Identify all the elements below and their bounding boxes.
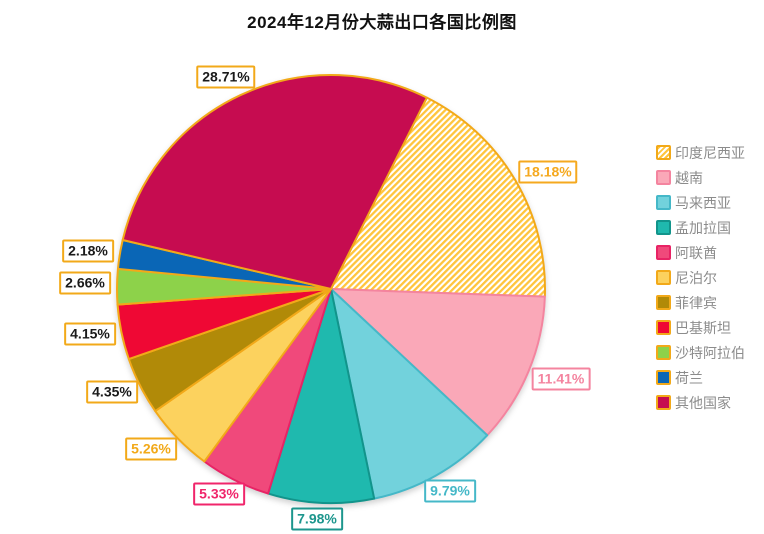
legend-swatch-indonesia xyxy=(656,145,671,160)
legend-swatch-other xyxy=(656,395,671,410)
pie-slice-bangladesh[interactable] xyxy=(267,288,376,504)
pie-label-philippines: 4.35% xyxy=(86,380,138,404)
legend-label-other: 其他国家 xyxy=(675,394,731,411)
legend-label-bangladesh: 孟加拉国 xyxy=(675,219,731,236)
legend-item-philippines[interactable]: 菲律宾 xyxy=(656,290,745,315)
pie-label-uae: 5.33% xyxy=(193,482,245,506)
legend-swatch-nepal xyxy=(656,270,671,285)
legend-label-vietnam: 越南 xyxy=(675,169,703,186)
legend-item-malaysia[interactable]: 马来西亚 xyxy=(656,190,745,215)
pie-label-nepal: 5.26% xyxy=(125,437,177,461)
legend-swatch-bangladesh xyxy=(656,220,671,235)
legend-label-uae: 阿联酋 xyxy=(675,244,717,261)
legend-swatch-philippines xyxy=(656,295,671,310)
legend-item-netherlands[interactable]: 荷兰 xyxy=(656,365,745,390)
legend-label-philippines: 菲律宾 xyxy=(675,294,717,311)
legend-label-nepal: 尼泊尔 xyxy=(675,269,717,286)
legend-swatch-uae xyxy=(656,245,671,260)
legend-swatch-netherlands xyxy=(656,370,671,385)
pie-label-vietnam: 11.41% xyxy=(531,367,591,391)
pie-slice-malaysia[interactable] xyxy=(330,288,489,500)
pie-label-pakistan: 4.15% xyxy=(64,322,116,346)
legend-label-indonesia: 印度尼西亚 xyxy=(675,144,745,161)
legend-swatch-saudi-arabia xyxy=(656,345,671,360)
legend-item-saudi-arabia[interactable]: 沙特阿拉伯 xyxy=(656,340,745,365)
pie-label-netherlands: 2.18% xyxy=(62,239,114,263)
legend-item-uae[interactable]: 阿联酋 xyxy=(656,240,745,265)
legend-item-vietnam[interactable]: 越南 xyxy=(656,165,745,190)
pie-slice-indonesia[interactable] xyxy=(330,96,546,298)
pie-slice-vietnam[interactable] xyxy=(330,288,546,437)
legend-swatch-malaysia xyxy=(656,195,671,210)
legend-item-bangladesh[interactable]: 孟加拉国 xyxy=(656,215,745,240)
pie-label-other: 28.71% xyxy=(196,65,256,89)
pie-label-indonesia: 18.18% xyxy=(518,160,578,184)
legend-label-saudi-arabia: 沙特阿拉伯 xyxy=(675,344,745,361)
legend-item-indonesia[interactable]: 印度尼西亚 xyxy=(656,140,745,165)
legend-item-other[interactable]: 其他国家 xyxy=(656,390,745,415)
pie-slice-other[interactable] xyxy=(121,74,428,290)
legend-swatch-vietnam xyxy=(656,170,671,185)
pie-label-bangladesh: 7.98% xyxy=(291,507,343,531)
legend-label-netherlands: 荷兰 xyxy=(675,369,703,386)
pie-label-malaysia: 9.79% xyxy=(424,479,476,503)
legend-swatch-pakistan xyxy=(656,320,671,335)
legend-item-nepal[interactable]: 尼泊尔 xyxy=(656,265,745,290)
legend: 印度尼西亚越南马来西亚孟加拉国阿联酋尼泊尔菲律宾巴基斯坦沙特阿拉伯荷兰其他国家 xyxy=(656,140,745,415)
pie-label-saudi-arabia: 2.66% xyxy=(59,271,111,295)
legend-label-malaysia: 马来西亚 xyxy=(675,194,731,211)
chart-title: 2024年12月份大蒜出口各国比例图 xyxy=(247,13,517,32)
legend-item-pakistan[interactable]: 巴基斯坦 xyxy=(656,315,745,340)
legend-label-pakistan: 巴基斯坦 xyxy=(675,319,731,336)
